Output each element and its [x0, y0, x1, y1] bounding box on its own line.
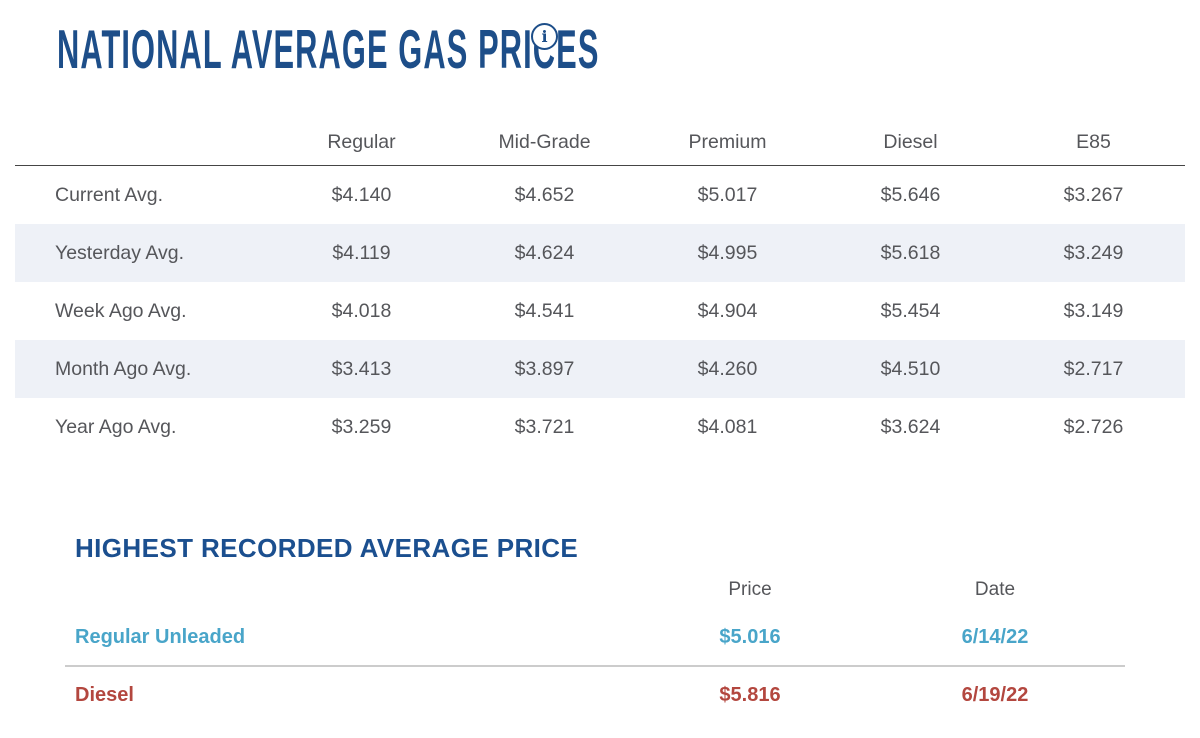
price-cell: $4.904 [697, 299, 758, 322]
info-icon[interactable]: i [531, 23, 558, 50]
price-cell: $3.249 [1063, 241, 1124, 264]
price-cell: $4.624 [514, 241, 575, 264]
highest-recorded-title: HIGHEST RECORDED AVERAGE PRICE [75, 533, 579, 563]
row-label: Month Ago Avg. [55, 357, 192, 380]
price-cell: $3.149 [1063, 299, 1124, 322]
table-row-yesterday-avg: Yesterday Avg. $4.119 $4.624 $4.995 $5.6… [15, 224, 1185, 282]
price-cell: $4.995 [697, 241, 758, 264]
column-header-e85: E85 [1076, 131, 1111, 153]
highest-price-date: 6/14/22 [961, 625, 1029, 648]
fuel-type-link-regular-unleaded[interactable]: Regular Unleaded [75, 625, 246, 648]
table-row-week-ago-avg: Week Ago Avg. $4.018 $4.541 $4.904 $5.45… [15, 282, 1185, 340]
highest-price-value: $5.816 [719, 683, 781, 706]
price-cell: $5.646 [880, 183, 941, 206]
gas-table-header-row: Regular Mid-Grade Premium Diesel E85 [15, 120, 1185, 166]
price-cell: $4.140 [331, 183, 392, 206]
table-row-month-ago-avg: Month Ago Avg. $3.413 $3.897 $4.260 $4.5… [15, 340, 1185, 398]
fuel-type-link-diesel[interactable]: Diesel [75, 683, 134, 706]
highest-recorded-header-row: Price Date [65, 571, 1125, 609]
column-header-mid-grade: Mid-Grade [498, 131, 591, 153]
price-cell: $3.267 [1063, 183, 1124, 206]
page-title: NATIONAL AVERAGE GAS PRICES [57, 22, 1026, 77]
price-cell: $3.624 [880, 415, 941, 438]
price-cell: $3.413 [331, 357, 392, 380]
price-cell: $4.541 [514, 299, 575, 322]
page-title-text: NATIONAL AVERAGE GAS PRICES [57, 18, 600, 80]
column-header-regular: Regular [327, 131, 396, 153]
row-label: Week Ago Avg. [55, 299, 187, 322]
highest-recorded-row-diesel: Diesel $5.816 6/19/22 [65, 667, 1125, 723]
price-cell: $4.081 [697, 415, 758, 438]
column-header-date: Date [974, 579, 1016, 600]
row-label: Year Ago Avg. [55, 415, 177, 438]
price-cell: $2.726 [1063, 415, 1124, 438]
price-cell: $4.510 [880, 357, 941, 380]
price-cell: $5.454 [880, 299, 941, 322]
highest-recorded-section: HIGHEST RECORDED AVERAGE PRICE Price Dat… [65, 533, 1125, 723]
row-divider [65, 665, 1125, 667]
price-cell: $3.259 [331, 415, 392, 438]
column-header-price: Price [728, 579, 772, 600]
price-cell: $5.618 [880, 241, 941, 264]
price-cell: $5.017 [697, 183, 758, 206]
price-cell: $4.018 [331, 299, 392, 322]
highest-recorded-row-regular-unleaded: Regular Unleaded $5.016 6/14/22 [65, 609, 1125, 665]
column-header-diesel: Diesel [883, 131, 938, 153]
price-cell: $4.119 [332, 241, 391, 264]
column-header-premium: Premium [688, 131, 767, 153]
table-row-current-avg: Current Avg. $4.140 $4.652 $5.017 $5.646… [15, 166, 1185, 224]
price-cell: $4.260 [697, 357, 758, 380]
row-label: Yesterday Avg. [55, 241, 185, 264]
highest-price-date: 6/19/22 [961, 683, 1029, 706]
row-label: Current Avg. [55, 183, 164, 206]
price-cell: $2.717 [1063, 357, 1124, 380]
table-row-year-ago-avg: Year Ago Avg. $3.259 $3.721 $4.081 $3.62… [15, 398, 1185, 456]
gas-price-table: Regular Mid-Grade Premium Diesel E85 Cur… [15, 120, 1185, 456]
price-cell: $3.897 [514, 357, 575, 380]
price-cell: $4.652 [514, 183, 575, 206]
highest-price-value: $5.016 [719, 625, 781, 648]
price-cell: $3.721 [514, 415, 575, 438]
